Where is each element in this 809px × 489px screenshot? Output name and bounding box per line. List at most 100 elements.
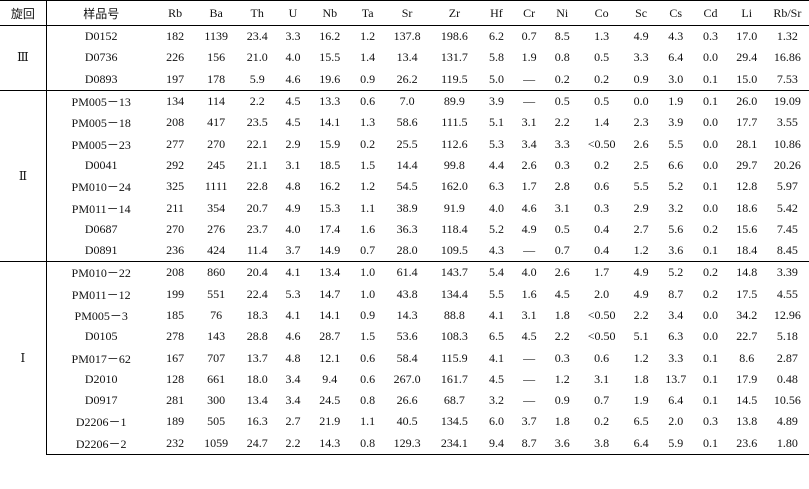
value-cell: 0.4 bbox=[594, 243, 610, 258]
value-cell: 14.9 bbox=[319, 243, 341, 258]
value-cell: 0.4 bbox=[594, 221, 610, 236]
value-cell: 76 bbox=[210, 308, 223, 322]
value-cell: 0.8 bbox=[554, 50, 570, 65]
value-cell: 4.1 bbox=[276, 261, 310, 284]
value-cell: 2.2 bbox=[276, 432, 310, 455]
value-cell: 134 bbox=[155, 89, 195, 113]
trace-element-table: 旋回 样品号 Rb Ba Th U Nb Ta Sr Zr Hf Cr Ni Co Sc Cs Cd Li Rb/S… bbox=[0, 0, 809, 455]
table-row: PM011－12 199 551 22.4 5.3 14.7 1.0 43.8 134.4 5.5… bbox=[0, 284, 809, 305]
value-cell: 3.8 bbox=[579, 432, 624, 455]
value-cell: — bbox=[523, 71, 536, 86]
value-cell: 6.3 bbox=[488, 179, 504, 194]
value-cell: 4.5 bbox=[285, 115, 301, 130]
value-cell: 0.6 bbox=[594, 350, 610, 365]
value-cell: <0.50 bbox=[587, 308, 616, 322]
table-row: D2206－2 232 1059 24.7 2.2 14.3 0.8 129.3 234.1 9.… bbox=[0, 432, 809, 455]
value-cell: 54.5 bbox=[396, 179, 418, 194]
value-cell: 0.1 bbox=[702, 350, 718, 365]
value-cell: 28.7 bbox=[319, 329, 341, 344]
value-cell: 0.7 bbox=[521, 29, 537, 44]
table-row: PM010－24 325 1111 22.8 4.8 16.2 1.2 54.5 162.0 6.… bbox=[0, 176, 809, 197]
sample-id-cell: PM005－23 bbox=[71, 137, 131, 152]
sample-id-cell: D0893 bbox=[84, 71, 118, 86]
value-cell: 0.0 bbox=[702, 115, 718, 130]
value-cell: 0.9 bbox=[360, 71, 376, 86]
value-cell: 128 bbox=[166, 371, 185, 386]
value-cell: 4.9 bbox=[521, 221, 537, 236]
value-cell: 15.9 bbox=[319, 136, 341, 151]
value-cell: 7.0 bbox=[384, 89, 430, 113]
value-cell: 2.3 bbox=[633, 115, 649, 130]
value-cell: 3.39 bbox=[765, 261, 809, 284]
table-row: Ⅲ D0152 182 1139 23.4 3.3 16.2 1.2 137.8 198.6 6.2… bbox=[0, 25, 809, 91]
value-cell: 43.8 bbox=[396, 286, 418, 301]
value-cell: — bbox=[523, 393, 536, 408]
value-cell: 4.4 bbox=[488, 157, 504, 172]
table-row: D0041 292 245 21.1 3.1 18.5 1.5 14.4 99.8 4.4 2.6 0… bbox=[0, 155, 809, 176]
value-cell: 13.4 bbox=[246, 393, 268, 408]
value-cell: 6.4 bbox=[668, 50, 684, 65]
value-cell: 137.8 bbox=[393, 29, 421, 44]
value-cell: 3.3 bbox=[554, 136, 570, 151]
value-cell: 3.2 bbox=[488, 393, 504, 408]
value-cell: 0.9 bbox=[633, 71, 649, 86]
sample-id-cell: PM010－24 bbox=[71, 180, 131, 195]
sample-id-cell: D0105 bbox=[84, 329, 118, 344]
value-cell: 14.8 bbox=[727, 261, 766, 284]
value-cell: 6.6 bbox=[668, 157, 684, 172]
value-cell: 3.9 bbox=[668, 115, 684, 130]
value-cell: 2.9 bbox=[285, 136, 301, 151]
value-cell: 0.5 bbox=[579, 89, 624, 113]
header-cs: Cs bbox=[658, 0, 694, 26]
value-cell: 0.5 bbox=[544, 89, 580, 113]
value-cell: 109.5 bbox=[440, 243, 468, 258]
value-cell: 0.5 bbox=[594, 50, 610, 65]
header-hf: Hf bbox=[479, 0, 514, 26]
value-cell: 1.9 bbox=[521, 50, 537, 65]
table-row: D0917 281 300 13.4 3.4 24.5 0.8 26.6 68.7 3.2 — 0.9… bbox=[0, 390, 809, 411]
value-cell: 4.55 bbox=[776, 286, 798, 301]
value-cell: 5.97 bbox=[776, 179, 798, 194]
value-cell: 4.9 bbox=[633, 286, 649, 301]
value-cell: 2.6 bbox=[521, 157, 537, 172]
value-cell: 58.4 bbox=[396, 350, 418, 365]
value-cell: 4.0 bbox=[488, 200, 504, 215]
value-cell: 0.9 bbox=[554, 393, 570, 408]
header-cr: Cr bbox=[513, 0, 545, 26]
value-cell: 1.0 bbox=[350, 261, 385, 284]
header-ni: Ni bbox=[544, 0, 580, 26]
value-cell: 8.45 bbox=[776, 243, 798, 258]
value-cell: 118.4 bbox=[441, 221, 468, 236]
value-cell: 6.2 bbox=[488, 29, 504, 44]
value-cell: 3.3 bbox=[668, 350, 684, 365]
value-cell: 40.5 bbox=[396, 414, 418, 429]
value-cell: 10.56 bbox=[773, 393, 801, 408]
value-cell: 1.5 bbox=[360, 157, 376, 172]
value-cell: 0.2 bbox=[594, 71, 610, 86]
value-cell: 182 bbox=[166, 29, 185, 44]
value-cell: 5.1 bbox=[488, 115, 504, 130]
value-cell: 17.4 bbox=[319, 221, 341, 236]
value-cell: 161.7 bbox=[440, 371, 468, 386]
table-row: D0891 236 424 11.4 3.7 14.9 0.7 28.0 109.5 4.3 — 0.… bbox=[0, 240, 809, 262]
value-cell: 18.0 bbox=[246, 371, 268, 386]
value-cell: 8.7 bbox=[668, 286, 684, 301]
value-cell: 21.9 bbox=[319, 414, 341, 429]
value-cell: 23.7 bbox=[246, 221, 268, 236]
value-cell: 14.3 bbox=[309, 432, 351, 455]
value-cell: 267.0 bbox=[393, 371, 421, 386]
value-cell: 38.9 bbox=[396, 200, 418, 215]
value-cell: 21.1 bbox=[246, 157, 268, 172]
header-sample: 样品号 bbox=[46, 0, 156, 26]
group-1: Ⅲ D0152 182 1139 23.4 3.3 16.2 1.2 137.8 198.6 6.2… bbox=[0, 25, 809, 91]
value-cell: 0.1 bbox=[702, 371, 718, 386]
value-cell: 1.2 bbox=[633, 243, 649, 258]
value-cell: 0.6 bbox=[360, 371, 376, 386]
value-cell: 208 bbox=[166, 115, 185, 130]
value-cell: 4.1 bbox=[285, 308, 301, 322]
header-nb: Nb bbox=[309, 0, 351, 26]
value-cell: 232 bbox=[155, 432, 195, 455]
header-cd: Cd bbox=[693, 0, 728, 26]
value-cell: 4.9 bbox=[633, 29, 649, 44]
sample-id-cell: D0152 bbox=[84, 29, 118, 44]
